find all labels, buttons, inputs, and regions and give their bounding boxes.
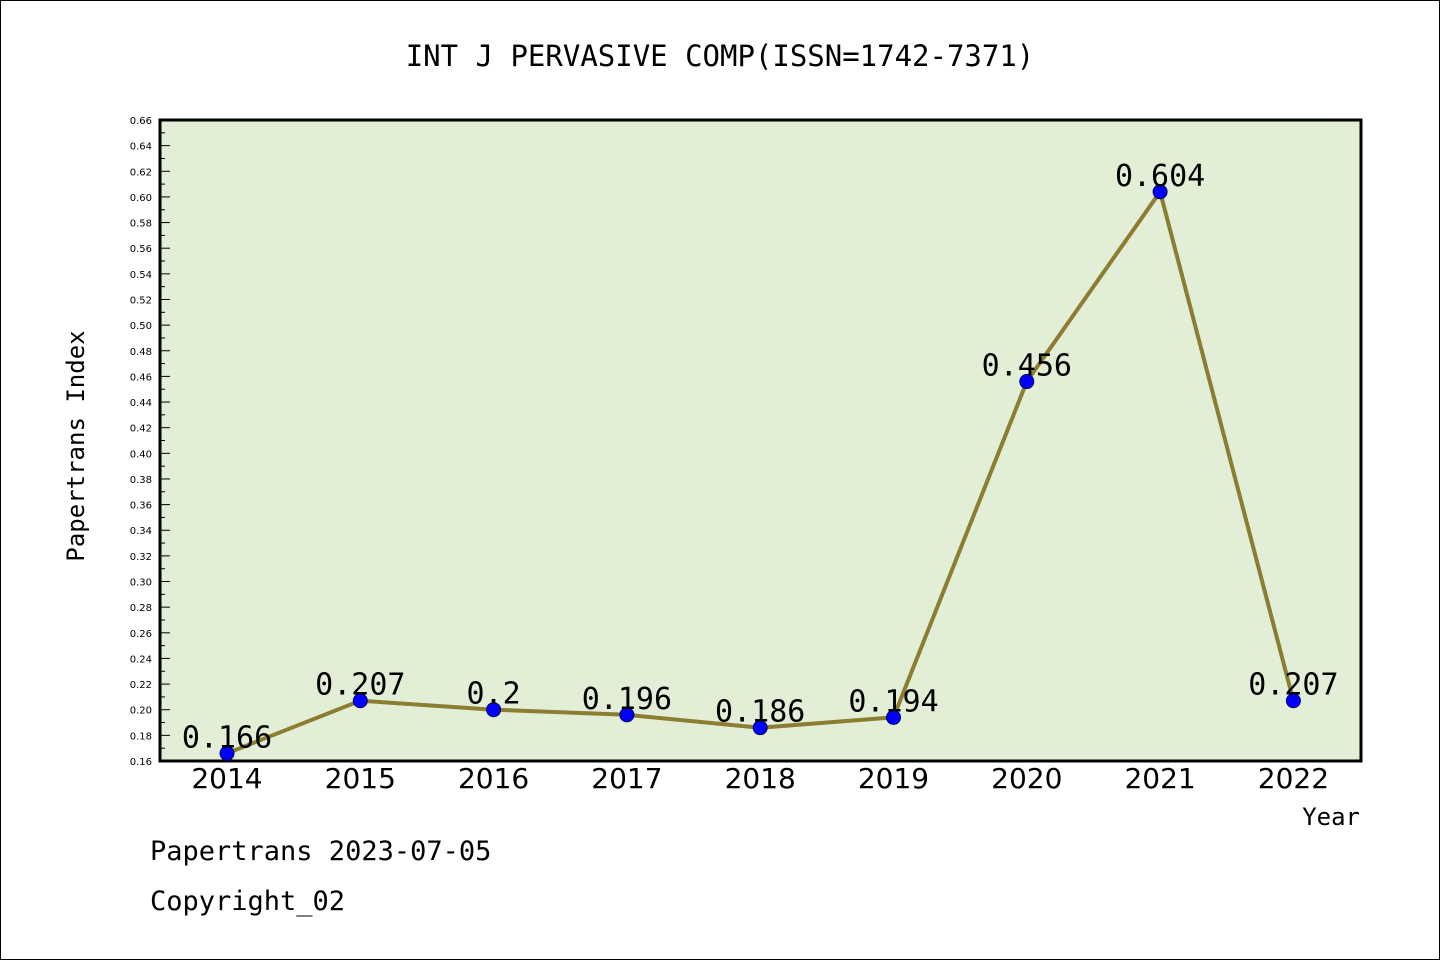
y-tick-label: 0.50 bbox=[130, 321, 152, 332]
y-tick-label: 0.46 bbox=[130, 372, 152, 383]
y-tick-label: 0.36 bbox=[130, 501, 152, 512]
y-tick-label: 0.42 bbox=[130, 424, 152, 435]
y-tick-label: 0.16 bbox=[130, 757, 152, 768]
data-point bbox=[752, 720, 768, 736]
y-tick-label: 0.48 bbox=[130, 347, 152, 358]
data-label: 0.207 bbox=[1248, 668, 1338, 703]
data-point bbox=[1285, 693, 1301, 709]
data-label: 0.2 bbox=[467, 677, 521, 712]
y-tick-label: 0.34 bbox=[130, 526, 152, 537]
y-axis: 0.16 0.18 0.20 0.22 0.24 0.26 0.28 0.30 0.32 0.34… bbox=[130, 116, 170, 768]
x-tick-label: 2020 bbox=[991, 762, 1062, 795]
y-tick-label: 0.56 bbox=[130, 244, 152, 255]
y-tick-label: 0.30 bbox=[130, 578, 152, 589]
x-tick-label: 2018 bbox=[725, 762, 796, 795]
data-point bbox=[352, 693, 368, 709]
footer-copyright: Copyright_02 bbox=[150, 886, 346, 917]
y-tick-label: 0.44 bbox=[130, 398, 152, 409]
y-tick-label: 0.22 bbox=[130, 680, 152, 691]
data-label: 0.456 bbox=[982, 349, 1072, 384]
footer-date: Papertrans 2023-07-05 bbox=[150, 836, 492, 867]
data-point bbox=[219, 745, 235, 761]
data-point bbox=[1019, 374, 1035, 390]
x-axis-label: Year bbox=[1302, 803, 1360, 831]
y-tick-label: 0.64 bbox=[130, 142, 152, 153]
data-label: 0.194 bbox=[848, 684, 938, 719]
y-tick-label: 0.40 bbox=[130, 449, 152, 460]
data-label: 0.604 bbox=[1115, 159, 1205, 194]
x-tick-label: 2022 bbox=[1258, 762, 1329, 795]
x-tick-label: 2014 bbox=[191, 762, 262, 795]
series: 0.166 0.207 0.2 0.196 0.186 0.194 0.456 0.604 0.… bbox=[182, 159, 1339, 761]
x-tick-label: 2021 bbox=[1124, 762, 1195, 795]
y-tick-label: 0.24 bbox=[130, 654, 152, 665]
x-axis: 2014 2015 2016 2017 2018 2019 2020 2021 2022 bbox=[191, 762, 1329, 795]
y-tick-label: 0.54 bbox=[130, 270, 152, 281]
data-label: 0.186 bbox=[715, 695, 805, 730]
x-tick-label: 2015 bbox=[325, 762, 396, 795]
data-point bbox=[886, 709, 901, 725]
y-tick-label: 0.18 bbox=[130, 731, 152, 742]
y-tick-label: 0.66 bbox=[130, 116, 152, 127]
y-tick-label: 0.32 bbox=[130, 552, 152, 563]
x-tick-label: 2019 bbox=[858, 762, 929, 795]
y-tick-label: 0.58 bbox=[130, 219, 152, 230]
y-tick-label: 0.52 bbox=[130, 295, 152, 306]
y-tick-label: 0.38 bbox=[130, 475, 152, 486]
data-label: 0.196 bbox=[582, 682, 672, 717]
x-tick-label: 2017 bbox=[591, 762, 662, 795]
x-tick-label: 2016 bbox=[458, 762, 529, 795]
data-point bbox=[486, 702, 502, 718]
y-tick-label: 0.20 bbox=[130, 706, 152, 717]
chart-title: INT J PERVASIVE COMP(ISSN=1742-7371) bbox=[406, 39, 1035, 73]
y-tick-label: 0.26 bbox=[130, 629, 152, 640]
data-label: 0.207 bbox=[315, 668, 405, 703]
data-label: 0.166 bbox=[182, 720, 272, 755]
y-axis-label: Papertrans Index bbox=[62, 330, 90, 561]
data-point bbox=[619, 707, 635, 723]
data-point bbox=[1152, 184, 1168, 200]
y-tick-label: 0.28 bbox=[130, 603, 152, 614]
y-tick-label: 0.62 bbox=[130, 167, 152, 178]
y-tick-label: 0.60 bbox=[130, 193, 152, 204]
plot-area bbox=[158, 118, 1363, 763]
